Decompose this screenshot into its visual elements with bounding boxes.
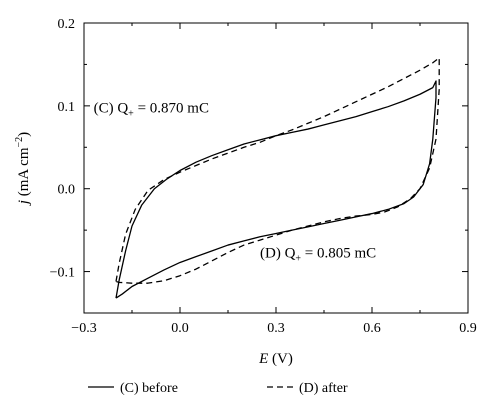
x-axis-unit: (V): [268, 351, 293, 367]
annotation-c: (C) Q+ = 0.870 mC: [94, 100, 209, 119]
axis-layer: −0.3 0.0 0.3 0.6 0.9 −0.1 0.0 0.1 0.2: [50, 17, 477, 336]
legend: (C) before (D) after: [88, 381, 348, 396]
annotation-d-prefix: (D) Q: [260, 245, 296, 261]
y-tick-label: 0.0: [58, 183, 76, 198]
y-axis-unit-superscript: −2: [14, 137, 25, 148]
y-tick-label: 0.2: [58, 17, 76, 32]
y-axis-variable: j: [16, 200, 32, 206]
annotation-layer: (C) Q+ = 0.870 mC(D) Q+ = 0.805 mC: [94, 100, 377, 264]
y-axis-title: j (mA cm−2): [14, 132, 32, 206]
plot-frame: [83, 22, 469, 314]
annotation-d-value: = 0.805 mC: [301, 245, 376, 261]
annotation-c-prefix: (C) Q: [94, 100, 129, 116]
series-d-after-line: [115, 57, 440, 284]
annotation-c-value: = 0.870 mC: [134, 100, 209, 116]
y-tick-label: −0.1: [50, 266, 75, 281]
legend-label-after: (D) after: [299, 381, 348, 396]
plot-layer: [115, 57, 440, 299]
x-tick-label: 0.3: [267, 321, 285, 336]
y-axis-unit-close: ): [16, 132, 32, 137]
legend-label-before: (C) before: [120, 381, 178, 396]
annotation-c-subscript: +: [128, 108, 134, 119]
x-tick-label: −0.3: [71, 321, 96, 336]
annotation-d-subscript: +: [295, 253, 301, 264]
annotation-d: (D) Q+ = 0.805 mC: [260, 245, 376, 264]
x-axis-variable: E: [258, 351, 268, 367]
series-c-before-line: [115, 80, 437, 299]
y-tick-label: 0.1: [58, 100, 76, 115]
x-axis-title: E (V): [258, 351, 293, 367]
x-tick-label: 0.0: [171, 321, 189, 336]
y-axis-unit: (mA cm: [16, 147, 32, 200]
x-tick-label: 0.6: [363, 321, 381, 336]
x-tick-label: 0.9: [459, 321, 477, 336]
